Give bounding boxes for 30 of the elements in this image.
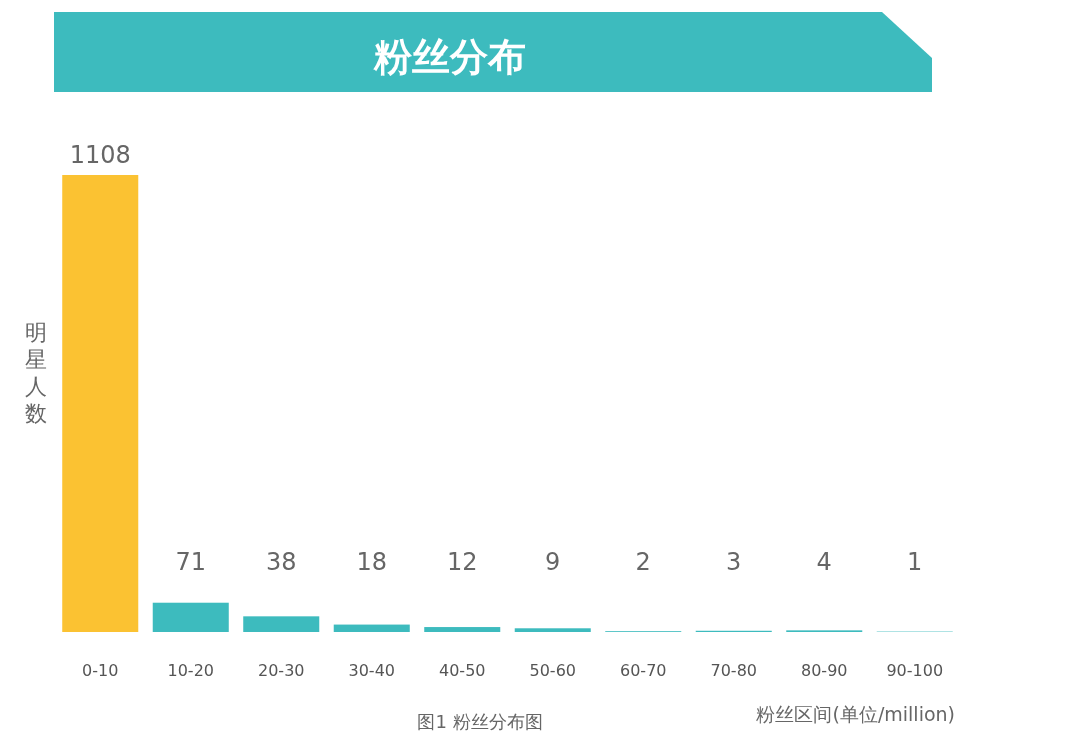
bar <box>243 616 320 632</box>
x-tick-label: 70-80 <box>710 661 757 680</box>
x-tick-label: 30-40 <box>348 661 395 680</box>
y-axis-title: 明星人数 <box>25 319 47 426</box>
data-label: 18 <box>356 548 388 576</box>
x-tick-label: 40-50 <box>439 661 486 680</box>
x-tick-label: 80-90 <box>801 661 848 680</box>
x-tick-label: 90-100 <box>886 661 944 680</box>
data-label: 38 <box>265 548 297 576</box>
bar <box>62 175 139 632</box>
bar <box>424 627 501 632</box>
x-tick-label: 10-20 <box>167 661 214 680</box>
bar <box>514 628 591 632</box>
data-label: 1108 <box>69 141 131 169</box>
data-label: 12 <box>446 548 478 576</box>
data-label: 1 <box>907 548 923 576</box>
data-label: 4 <box>816 548 832 576</box>
data-label: 9 <box>545 548 561 576</box>
caption: 图1 粉丝分布图 <box>417 711 543 732</box>
x-tick-label: 20-30 <box>258 661 305 680</box>
x-tick-label: 60-70 <box>620 661 667 680</box>
x-tick-label: 50-60 <box>529 661 576 680</box>
data-label: 3 <box>726 548 742 576</box>
x-axis-title: 粉丝区间(单位/million) <box>756 703 955 725</box>
bar <box>152 602 229 632</box>
chart-title: 粉丝分布 <box>373 35 526 79</box>
x-tick-label: 0-10 <box>82 661 119 680</box>
data-label: 71 <box>175 548 207 576</box>
bar <box>333 624 410 632</box>
data-label: 2 <box>635 548 651 576</box>
